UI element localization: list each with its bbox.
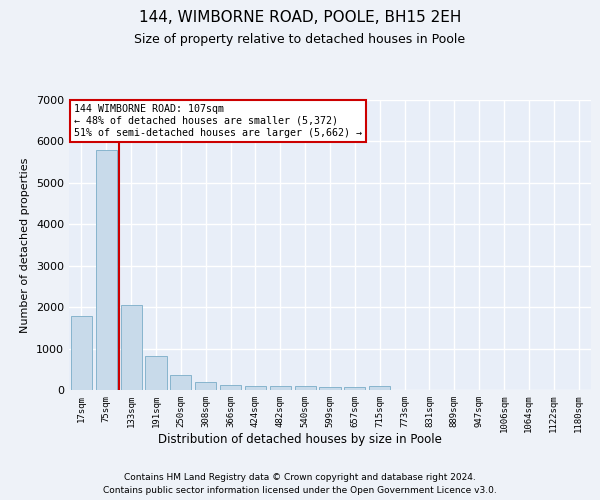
Bar	[319, 386, 341, 390]
Bar	[96, 150, 117, 390]
Text: Contains public sector information licensed under the Open Government Licence v3: Contains public sector information licen…	[103, 486, 497, 495]
Bar	[245, 386, 266, 390]
Text: Size of property relative to detached houses in Poole: Size of property relative to detached ho…	[134, 32, 466, 46]
Bar	[220, 385, 241, 390]
Y-axis label: Number of detached properties: Number of detached properties	[20, 158, 31, 332]
Bar	[344, 387, 365, 390]
Bar	[170, 375, 191, 390]
Bar	[270, 386, 291, 390]
Bar	[145, 356, 167, 390]
Text: 144 WIMBORNE ROAD: 107sqm
← 48% of detached houses are smaller (5,372)
51% of se: 144 WIMBORNE ROAD: 107sqm ← 48% of detac…	[74, 104, 362, 138]
Bar	[195, 382, 216, 390]
Bar	[71, 316, 92, 390]
Text: Contains HM Land Registry data © Crown copyright and database right 2024.: Contains HM Land Registry data © Crown c…	[124, 472, 476, 482]
Text: Distribution of detached houses by size in Poole: Distribution of detached houses by size …	[158, 432, 442, 446]
Bar	[295, 386, 316, 390]
Text: 144, WIMBORNE ROAD, POOLE, BH15 2EH: 144, WIMBORNE ROAD, POOLE, BH15 2EH	[139, 10, 461, 25]
Bar	[369, 386, 390, 390]
Bar	[121, 304, 142, 390]
